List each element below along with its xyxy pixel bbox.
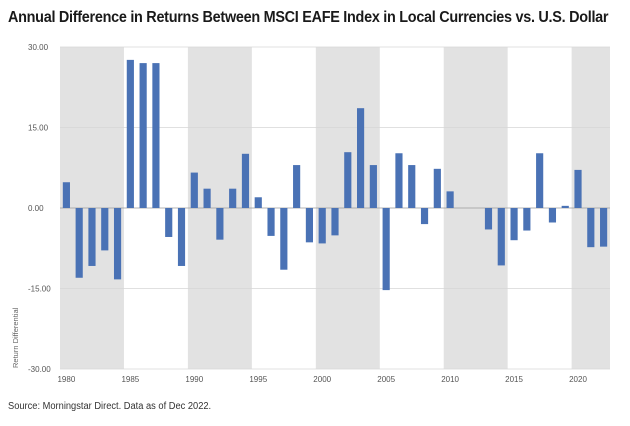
bar-2000 [318, 208, 326, 244]
bar-2021 [587, 208, 595, 248]
bar-2010 [446, 191, 454, 208]
x-tick-label: 2015 [505, 375, 523, 384]
y-tick-label: -30.00 [28, 365, 51, 374]
y-tick-label: 0.00 [28, 204, 44, 213]
bar-1988 [165, 208, 173, 237]
bar-2007 [408, 165, 416, 208]
gridlines [60, 46, 610, 370]
bar-1998 [293, 165, 301, 208]
bar-1985 [126, 59, 134, 208]
bar-2020 [574, 169, 582, 208]
x-tick-label: 2010 [441, 375, 459, 384]
bar-1984 [113, 208, 122, 280]
bar-2009 [433, 168, 441, 208]
bar-2003 [357, 108, 365, 208]
bar-2019 [561, 205, 569, 208]
y-tick-label: 15.00 [28, 124, 49, 133]
chart-title: Annual Difference in Returns Between MSC… [8, 9, 609, 26]
bar-2013 [484, 208, 493, 230]
bar-2017 [536, 153, 544, 208]
bar-2004 [369, 165, 377, 208]
source-note: Source: Morningstar Direct. Data as of D… [8, 401, 212, 412]
bar-1995 [254, 197, 262, 208]
bars [62, 59, 608, 291]
bar-1999 [305, 208, 313, 243]
bar-1996 [267, 208, 275, 236]
bar-2006 [395, 153, 403, 208]
bar-2016 [523, 208, 531, 231]
x-tick-labels: 1980 1985 1990 1995 2000 2005 2010 2015 2020 [57, 375, 587, 384]
bar-2002 [344, 152, 352, 208]
y-tick-label: -15.00 [28, 285, 51, 294]
bar-2001 [331, 208, 339, 236]
bar-1981 [75, 208, 83, 278]
x-tick-label: 2005 [377, 375, 395, 384]
bar-1991 [203, 188, 211, 208]
bar-2018 [548, 208, 557, 223]
bar-2014 [497, 208, 505, 266]
bar-2005 [382, 208, 390, 291]
y-tick-label: 30.00 [28, 43, 49, 52]
x-tick-label: 1990 [185, 375, 203, 384]
bar-1982 [88, 208, 96, 266]
bar-1986 [139, 63, 147, 208]
bar-1980 [62, 182, 70, 208]
y-tick-labels: 30.00 15.00 0.00 -15.00 -30.00 [28, 43, 51, 374]
bar-1994 [241, 153, 250, 208]
bar-2022 [600, 208, 608, 247]
bar-1989 [177, 208, 186, 266]
bar-1993 [229, 188, 237, 208]
bar-2015 [510, 208, 518, 241]
bar-1997 [280, 208, 288, 270]
y-axis-title: Return Differential [11, 307, 20, 368]
bar-2008 [420, 208, 429, 225]
x-tick-label: 2020 [569, 375, 587, 384]
bar-1990 [190, 172, 198, 208]
x-tick-label: 1985 [121, 375, 139, 384]
x-tick-label: 2000 [313, 375, 331, 384]
bar-1992 [216, 208, 224, 240]
x-tick-label: 1995 [249, 375, 267, 384]
bar-1983 [101, 208, 109, 251]
x-tick-label: 1980 [57, 375, 75, 384]
bar-1987 [152, 63, 160, 208]
